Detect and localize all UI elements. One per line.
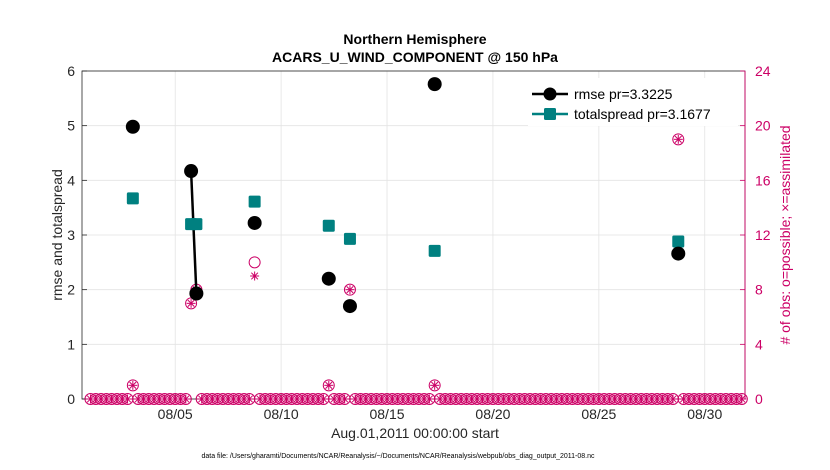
y-axis-left-label: rmse and totalspread [49, 169, 65, 301]
rmse-point [184, 164, 199, 179]
obs-assimilated-marker [424, 394, 434, 404]
obs-assimilated-marker [345, 285, 355, 295]
y-right-tick-label: 16 [755, 172, 771, 188]
y-right-tick-label: 0 [755, 391, 763, 407]
obs-assimilated-marker [318, 394, 328, 404]
totalspread-point [126, 192, 139, 205]
x-tick-label: 08/20 [475, 406, 510, 422]
obs-possible-marker [248, 256, 261, 269]
totalspread-point [248, 195, 261, 208]
totalspread-point [322, 219, 335, 232]
y-left-tick-label: 2 [67, 282, 75, 298]
obs-assimilated-marker [430, 380, 440, 390]
totalspread-point [672, 235, 685, 248]
x-tick-label: 08/10 [264, 406, 299, 422]
obs-possible-marker [179, 393, 192, 405]
y-left-tick-label: 4 [67, 172, 75, 188]
y-right-tick-label: 4 [755, 336, 763, 352]
obs-assimilated-marker [123, 394, 133, 404]
obs-possible-marker [322, 379, 335, 392]
obs-assimilated-marker [673, 134, 683, 144]
obs-possible-marker [126, 379, 139, 392]
y-left-tick-label: 0 [67, 391, 75, 407]
x-tick-label: 08/15 [369, 406, 404, 422]
x-tick-label: 08/25 [581, 406, 616, 422]
y-left-tick-label: 1 [67, 336, 75, 352]
legend-box [528, 78, 738, 126]
totalspread-point [190, 218, 203, 231]
obs-possible-marker [428, 379, 441, 392]
obs-assimilated-marker [128, 380, 138, 390]
obs-assimilated-marker [737, 394, 747, 404]
legend-totalspread-marker [544, 108, 556, 120]
rmse-point [125, 119, 140, 134]
chart-subtitle: ACARS_U_WIND_COMPONENT @ 150 hPa [272, 49, 558, 65]
obs-assimilated-marker [244, 394, 254, 404]
obs-possible-marker [672, 133, 685, 146]
y-right-tick-label: 12 [755, 227, 771, 243]
obs-assimilated-marker [340, 394, 350, 404]
y-left-tick-label: 3 [67, 227, 75, 243]
x-tick-label: 08/05 [158, 406, 193, 422]
chart-title: Northern Hemisphere [343, 31, 486, 47]
y-axis-left: 0 1 2 3 4 5 6 [67, 63, 87, 407]
obs-possible-marker [735, 393, 748, 405]
rmse-point [427, 77, 442, 92]
y-right-tick-label: 20 [755, 118, 771, 134]
totalspread-point [343, 232, 356, 245]
obs-assimilated-marker [324, 380, 334, 390]
legend: rmse pr=3.3225 totalspread pr=3.1677 [528, 78, 738, 126]
y-left-tick-label: 6 [67, 63, 75, 79]
y-right-tick-label: 24 [755, 63, 771, 79]
rmse-point [342, 299, 357, 314]
rmse-point [671, 246, 686, 261]
x-tick-label: 08/30 [687, 406, 722, 422]
totalspread-point [428, 244, 441, 257]
legend-rmse-label: rmse pr=3.3225 [574, 86, 673, 102]
rmse-point [321, 271, 336, 286]
series-markers [125, 77, 686, 314]
x-axis-label: Aug.01,2011 00:00:00 start [331, 425, 499, 441]
y-axis-right-label: # of obs: o=possible; ×=assimilated [777, 125, 793, 344]
y-axis-right: 0 4 8 12 16 20 24 [740, 63, 771, 407]
obs-assimilated-marker [181, 394, 191, 404]
legend-rmse-marker [543, 87, 557, 101]
y-left-tick-label: 5 [67, 118, 75, 134]
rmse-point [189, 286, 204, 301]
rmse-point [247, 215, 262, 230]
obs-count-markers [84, 133, 748, 405]
y-right-tick-label: 8 [755, 282, 763, 298]
obs-assimilated-marker [186, 298, 196, 308]
obs-assimilated-marker [250, 271, 260, 281]
data-file-footer: data file: /Users/gharamti/Documents/NCA… [201, 453, 595, 460]
legend-totalspread-label: totalspread pr=3.1677 [574, 106, 711, 122]
obs-assimilated-marker [668, 394, 678, 404]
rmse-line-segment [189, 170, 198, 294]
obs-possible-marker [343, 283, 356, 296]
